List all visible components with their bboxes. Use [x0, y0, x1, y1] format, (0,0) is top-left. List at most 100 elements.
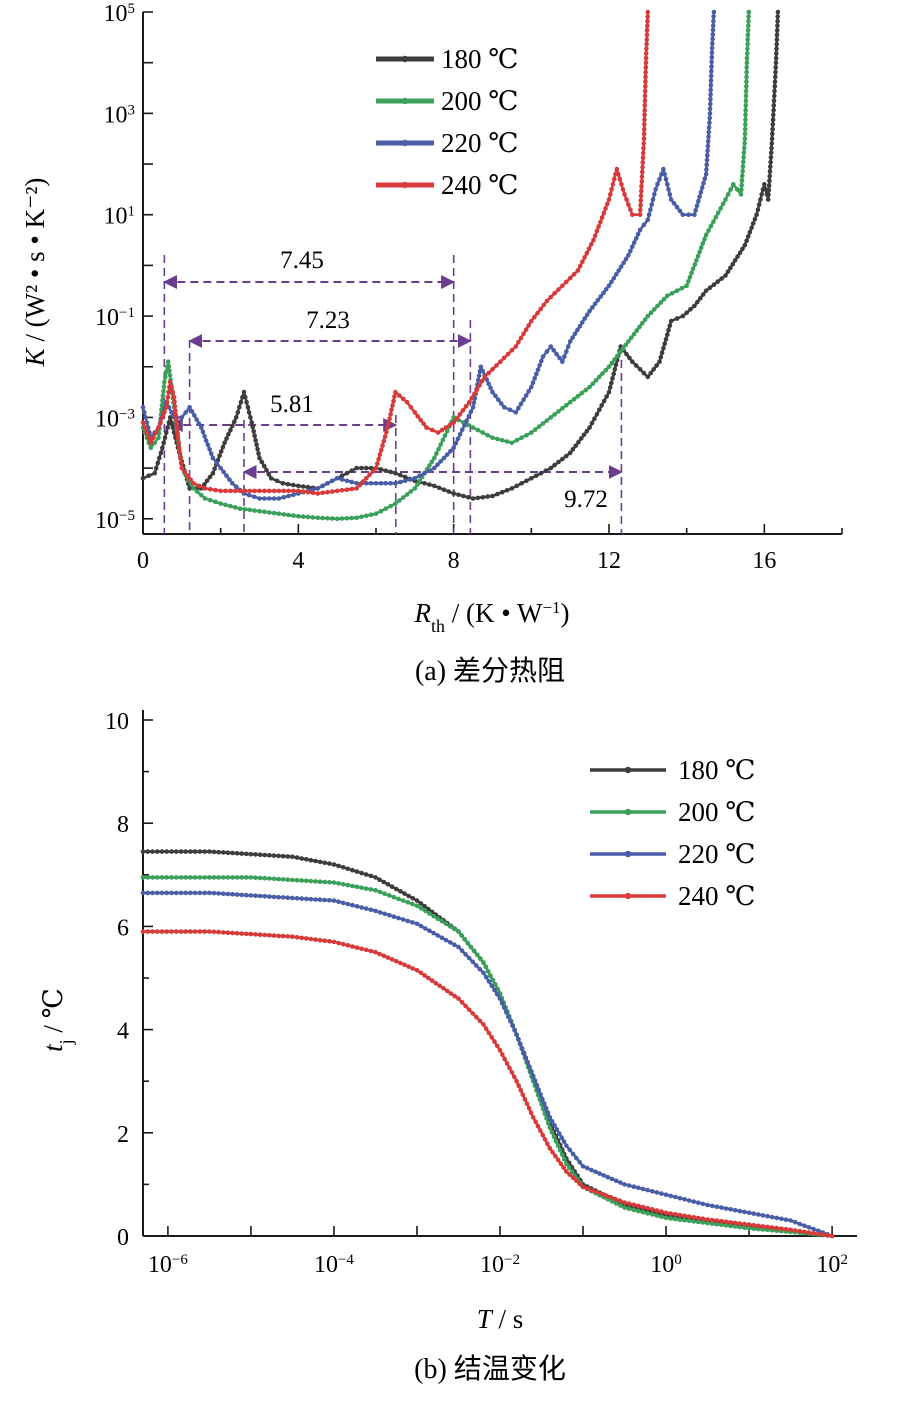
series-point: [668, 1211, 673, 1216]
series-point: [385, 955, 391, 960]
series-point: [386, 420, 391, 426]
x-tick-label: 8: [448, 548, 460, 574]
series-point: [597, 1171, 602, 1176]
series-point: [637, 367, 643, 372]
series-point: [340, 865, 346, 870]
series-point: [202, 849, 207, 854]
series-point: [230, 875, 235, 880]
series-point: [742, 126, 748, 132]
series-point: [744, 79, 749, 84]
series-point: [708, 101, 713, 107]
series-point: [433, 980, 439, 986]
series-point: [504, 1061, 510, 1066]
series-point: [160, 393, 166, 399]
series-point: [663, 1215, 669, 1221]
series-point: [164, 430, 169, 435]
series-point: [248, 875, 254, 880]
series-point: [582, 255, 587, 260]
series-point: [435, 462, 440, 468]
series-point: [485, 432, 490, 438]
series-point: [779, 1216, 784, 1222]
series-point: [163, 374, 168, 380]
series-point: [471, 948, 477, 954]
series-point: [435, 916, 441, 921]
series-point: [601, 1173, 607, 1178]
series-point: [211, 890, 217, 896]
series-point: [708, 78, 714, 83]
series-point: [747, 229, 753, 235]
series-point: [597, 407, 602, 413]
series-point: [470, 496, 476, 501]
series-point: [548, 415, 554, 420]
series-point: [402, 474, 408, 480]
series-point: [704, 167, 709, 172]
series-point: [249, 420, 254, 425]
series-point: [711, 14, 716, 19]
series-point: [380, 443, 385, 448]
series-point: [150, 849, 155, 854]
series-point: [392, 394, 397, 399]
series-point: [575, 268, 581, 273]
series-point: [225, 850, 231, 855]
series-point: [157, 455, 162, 461]
series-point: [178, 849, 184, 854]
series-point: [410, 920, 415, 925]
series-point: [257, 496, 262, 501]
series-220-c: [140, 9, 717, 501]
series-point: [468, 409, 474, 415]
series-point: [613, 1201, 619, 1206]
series-point: [641, 222, 647, 228]
series-point: [300, 484, 306, 489]
series-240-c: [140, 929, 835, 1239]
series-point: [695, 299, 700, 305]
series-point: [640, 169, 645, 175]
series-point: [723, 1223, 729, 1228]
series-point: [373, 875, 378, 880]
series-point: [439, 918, 445, 924]
series-point: [775, 18, 780, 24]
series-point: [754, 212, 759, 217]
series-point: [617, 1198, 623, 1203]
series-point: [631, 1202, 637, 1208]
series-point: [422, 903, 427, 909]
series-point: [719, 1218, 724, 1224]
series-point: [703, 288, 709, 294]
series-point: [228, 488, 233, 494]
series-point: [150, 890, 155, 896]
series-point: [556, 287, 561, 292]
series-point: [204, 478, 210, 484]
series-point: [237, 506, 243, 512]
series-point: [714, 1204, 720, 1210]
series-point: [542, 1137, 548, 1142]
series-point: [767, 173, 772, 179]
series-point: [441, 455, 447, 461]
series-point: [185, 473, 190, 479]
series-point: [140, 929, 146, 934]
series-point: [173, 412, 179, 418]
y-tick-label: 103: [104, 102, 136, 128]
series-point: [640, 160, 645, 165]
series-point: [710, 36, 715, 42]
series-point: [607, 385, 613, 390]
series-point: [766, 183, 772, 188]
series-point: [756, 1223, 761, 1229]
y-tick-label: 105: [104, 1, 136, 27]
series-point: [521, 331, 526, 337]
series-point: [626, 339, 631, 344]
series-point: [171, 394, 177, 400]
series-point: [402, 478, 408, 484]
series-point: [377, 910, 383, 915]
annotation-label-7-23: 7.23: [306, 307, 350, 334]
series-point: [769, 136, 775, 141]
series-point: [223, 502, 228, 508]
series-point: [162, 435, 168, 441]
series-point: [699, 185, 705, 190]
series-point: [611, 371, 616, 377]
series-point: [620, 346, 626, 352]
series-point: [715, 279, 720, 284]
series-point: [154, 929, 160, 934]
series-point: [475, 495, 481, 501]
series-point: [649, 1207, 655, 1212]
y-tick-label: 8: [117, 812, 129, 838]
series-point: [772, 79, 778, 84]
